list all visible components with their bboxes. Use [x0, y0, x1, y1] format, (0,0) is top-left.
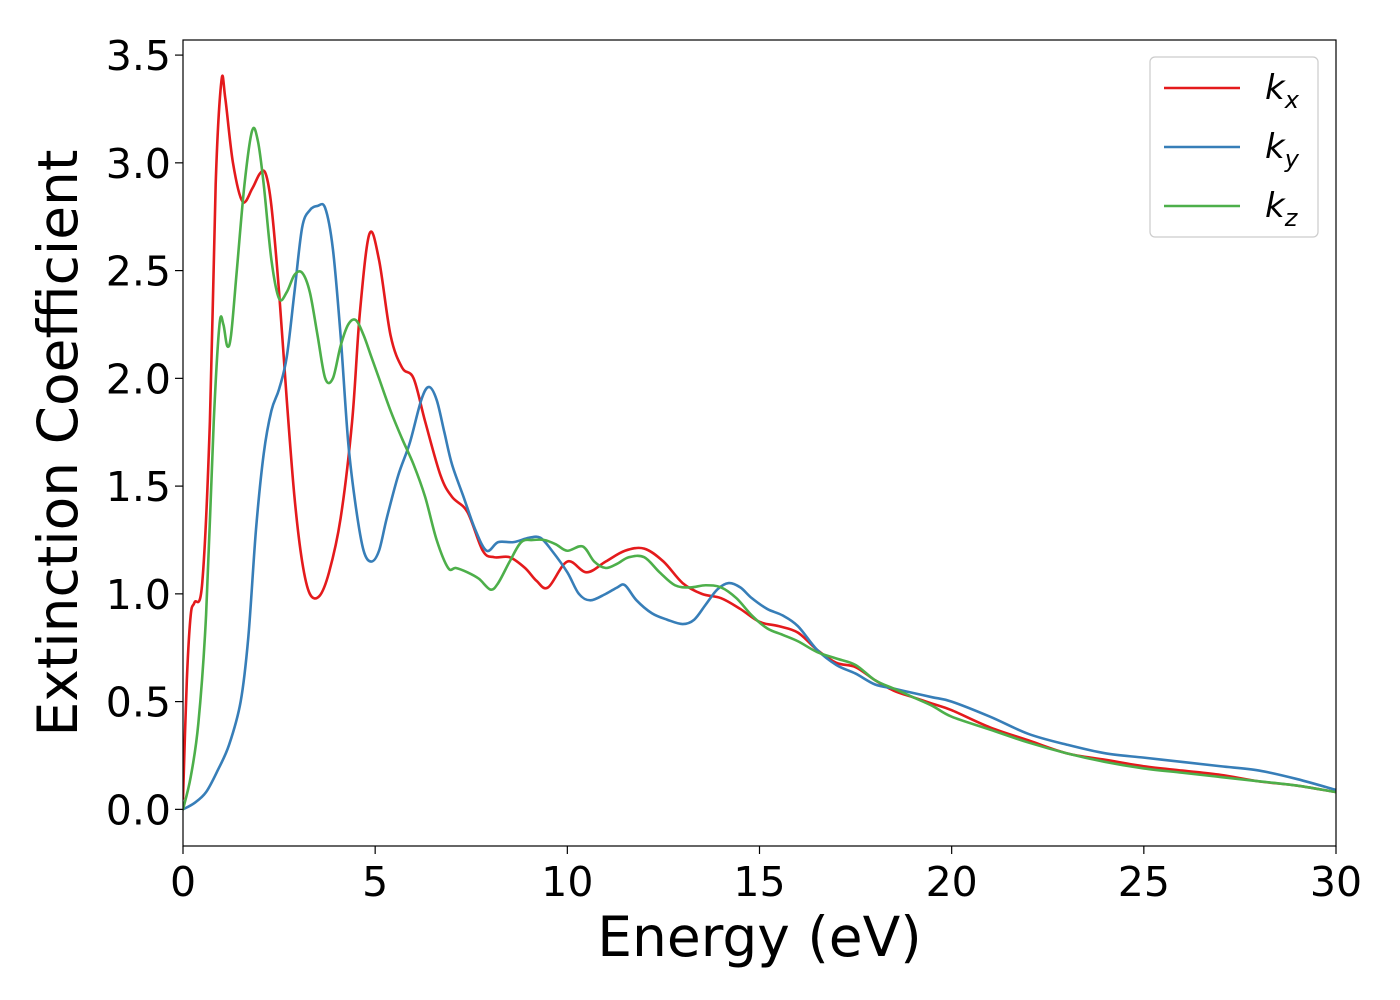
series-line-kz	[183, 126, 1336, 811]
x-tick-label: 20	[926, 858, 978, 906]
x-tick-label: 5	[362, 858, 388, 906]
x-tick-label: 10	[541, 858, 593, 906]
legend-label-ky: ky	[1265, 127, 1300, 173]
y-axis-label: Extinction Coefficient	[26, 150, 90, 737]
x-axis: 0 5 10 15 20 25 30	[170, 846, 1362, 906]
legend-label-subscript: y	[1284, 145, 1300, 173]
legend-label-main: k	[1265, 186, 1286, 226]
y-tick-label: 1.5	[106, 463, 171, 511]
y-tick-label: 0.5	[106, 679, 171, 727]
y-tick-label: 0.0	[106, 786, 171, 834]
x-tick-label: 25	[1118, 858, 1170, 906]
series-layer	[183, 74, 1336, 811]
y-tick-label: 3.0	[106, 140, 171, 188]
x-tick-label: 15	[733, 858, 785, 906]
y-tick-label: 2.5	[106, 248, 171, 296]
legend-label-main: k	[1265, 68, 1286, 108]
x-tick-label: 0	[170, 858, 196, 906]
legend-label-subscript: x	[1284, 86, 1300, 114]
legend-label-main: k	[1265, 127, 1286, 167]
x-axis-label: Energy (eV)	[597, 905, 921, 969]
legend-label-kz: kz	[1265, 186, 1299, 232]
legend-label-kx: kx	[1265, 68, 1300, 114]
y-axis: 0.0 0.5 1.0 1.5 2.0 2.5 3.0 3.5	[106, 32, 183, 834]
x-tick-label: 30	[1310, 858, 1362, 906]
y-tick-label: 1.0	[106, 571, 171, 619]
y-tick-label: 2.0	[106, 355, 171, 403]
legend-label-subscript: z	[1284, 204, 1299, 232]
y-tick-label: 3.5	[106, 32, 171, 80]
